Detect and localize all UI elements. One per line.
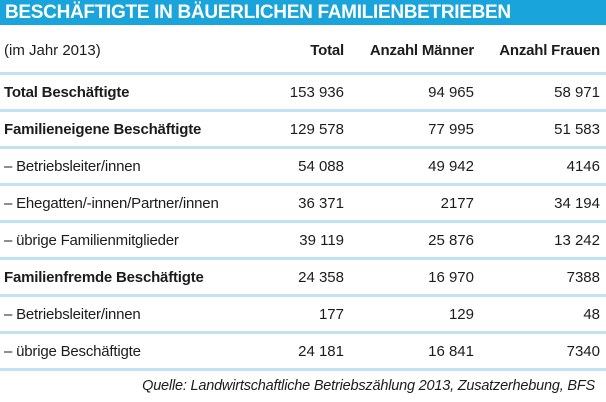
column-header-total: Total	[310, 41, 344, 59]
row-label: – Betriebsleiter/innen	[4, 305, 141, 323]
table-row: Familieneigene Beschäftigte 129 578 77 9…	[0, 109, 606, 146]
row-label: Familienfremde Beschäftigte	[4, 268, 204, 286]
row-value-total: 54 088	[298, 157, 344, 175]
table-header-row: (im Jahr 2013) Total Anzahl Männer Anzah…	[0, 25, 606, 72]
column-header-frauen: Anzahl Frauen	[499, 41, 600, 59]
row-value-frauen: 13 242	[554, 231, 600, 249]
row-label: – übrige Beschäftigte	[4, 342, 141, 360]
row-value-total: 177	[318, 305, 344, 323]
row-value-frauen: 58 971	[554, 83, 600, 101]
row-value-maenner: 49 942	[428, 157, 474, 175]
table-row: Familienfremde Beschäftigte 24 358 16 97…	[0, 257, 606, 294]
table-row: – Betriebsleiter/innen 54 088 49 942 414…	[0, 146, 606, 183]
row-value-total: 129 578	[289, 120, 344, 138]
row-value-frauen: 7340	[566, 342, 600, 360]
row-value-frauen: 48	[583, 305, 600, 323]
row-value-maenner: 94 965	[428, 83, 474, 101]
row-value-total: 24 181	[298, 342, 344, 360]
row-label: – übrige Familienmitglieder	[4, 231, 179, 249]
row-value-maenner: 77 995	[428, 120, 474, 138]
table-row: – Betriebsleiter/innen 177 129 48	[0, 294, 606, 331]
row-value-total: 24 358	[298, 268, 344, 286]
row-value-maenner: 25 876	[428, 231, 474, 249]
page-title: BESCHÄFTIGTE IN BÄUERLICHEN FAMILIENBETR…	[5, 2, 511, 23]
row-value-maenner: 16 841	[428, 342, 474, 360]
title-bar: BESCHÄFTIGTE IN BÄUERLICHEN FAMILIENBETR…	[0, 0, 606, 25]
row-label: Total Beschäftigte	[4, 83, 130, 101]
table-row: – übrige Familienmitglieder 39 119 25 87…	[0, 220, 606, 257]
row-label: – Betriebsleiter/innen	[4, 157, 141, 175]
table-row: Total Beschäftigte 153 936 94 965 58 971	[0, 72, 606, 109]
row-label: – Ehegatten/-innen/Partner/innen	[4, 194, 219, 212]
row-value-frauen: 51 583	[554, 120, 600, 138]
source-note: Quelle: Landwirtschaftliche Betriebszähl…	[142, 378, 595, 394]
row-value-total: 39 119	[299, 231, 344, 249]
row-value-frauen: 34 194	[554, 194, 600, 212]
table-row: – Ehegatten/-innen/Partner/innen 36 371 …	[0, 183, 606, 220]
row-value-frauen: 4146	[566, 157, 600, 175]
row-value-maenner: 16 970	[428, 268, 474, 286]
table-body: Total Beschäftigte 153 936 94 965 58 971…	[0, 72, 606, 371]
column-header-maenner: Anzahl Männer	[369, 41, 474, 59]
row-label: Familieneigene Beschäftigte	[4, 120, 202, 138]
row-value-maenner: 2177	[440, 194, 474, 212]
row-value-maenner: 129	[448, 305, 474, 323]
row-value-frauen: 7388	[566, 268, 600, 286]
row-value-total: 36 371	[298, 194, 344, 212]
subtitle-year: (im Jahr 2013)	[4, 41, 101, 59]
row-value-total: 153 936	[289, 83, 344, 101]
table-row: – übrige Beschäftigte 24 181 16 841 7340	[0, 331, 606, 368]
